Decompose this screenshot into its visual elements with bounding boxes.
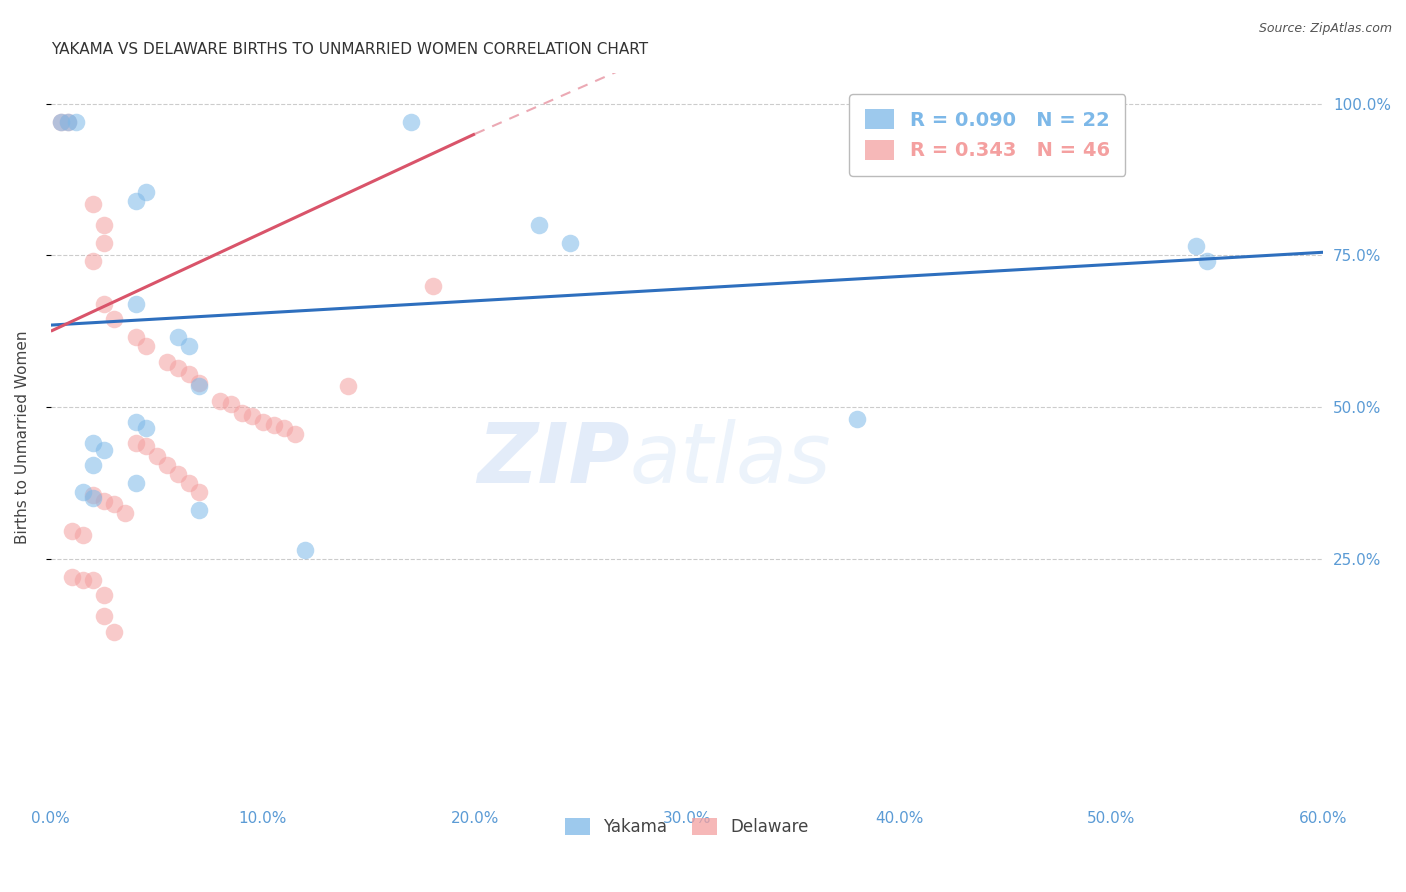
Text: YAKAMA VS DELAWARE BIRTHS TO UNMARRIED WOMEN CORRELATION CHART: YAKAMA VS DELAWARE BIRTHS TO UNMARRIED W… xyxy=(51,42,648,57)
Point xyxy=(56,115,79,129)
Text: ZIP: ZIP xyxy=(477,418,630,500)
Point xyxy=(188,503,211,517)
Point xyxy=(93,588,115,602)
Point xyxy=(177,339,200,353)
Point xyxy=(124,194,146,208)
Point xyxy=(51,115,73,129)
Point xyxy=(93,609,115,624)
Point xyxy=(177,475,200,490)
Text: atlas: atlas xyxy=(630,418,831,500)
Point xyxy=(82,491,104,505)
Point xyxy=(273,421,295,435)
Point xyxy=(1195,254,1218,268)
Point xyxy=(103,312,125,326)
Point xyxy=(124,297,146,311)
Point xyxy=(72,485,94,500)
Point xyxy=(560,236,582,251)
Point xyxy=(124,436,146,450)
Point xyxy=(82,488,104,502)
Point xyxy=(124,330,146,344)
Point xyxy=(156,458,179,472)
Point xyxy=(146,449,169,463)
Point xyxy=(93,297,115,311)
Point xyxy=(527,218,550,232)
Legend: Yakama, Delaware: Yakama, Delaware xyxy=(557,809,817,844)
Point xyxy=(124,475,146,490)
Point xyxy=(135,185,157,199)
Point xyxy=(401,115,423,129)
Point xyxy=(103,497,125,511)
Point xyxy=(1185,239,1208,253)
Point xyxy=(82,196,104,211)
Point xyxy=(188,379,211,393)
Point xyxy=(240,409,263,424)
Point xyxy=(188,376,211,390)
Y-axis label: Births to Unmarried Women: Births to Unmarried Women xyxy=(15,331,30,544)
Point xyxy=(124,415,146,429)
Point xyxy=(845,412,868,426)
Point xyxy=(65,115,87,129)
Point xyxy=(294,542,316,557)
Point xyxy=(219,397,242,411)
Text: Source: ZipAtlas.com: Source: ZipAtlas.com xyxy=(1258,22,1392,36)
Point xyxy=(252,415,274,429)
Point xyxy=(263,418,285,433)
Point xyxy=(56,115,79,129)
Point xyxy=(231,406,253,420)
Point xyxy=(336,379,359,393)
Point xyxy=(114,506,136,520)
Point xyxy=(82,573,104,587)
Point xyxy=(60,570,83,584)
Point xyxy=(82,436,104,450)
Point xyxy=(167,467,190,481)
Point xyxy=(93,494,115,508)
Point xyxy=(135,440,157,454)
Point xyxy=(209,394,232,409)
Point xyxy=(422,278,444,293)
Point xyxy=(103,624,125,639)
Point xyxy=(72,527,94,541)
Point xyxy=(93,218,115,232)
Point xyxy=(156,354,179,368)
Point xyxy=(167,360,190,375)
Point xyxy=(188,485,211,500)
Point xyxy=(167,330,190,344)
Point xyxy=(177,367,200,381)
Point xyxy=(60,524,83,539)
Point xyxy=(93,236,115,251)
Point xyxy=(135,339,157,353)
Point xyxy=(51,115,73,129)
Point xyxy=(82,458,104,472)
Point xyxy=(284,427,307,442)
Point xyxy=(72,573,94,587)
Point xyxy=(82,254,104,268)
Point xyxy=(135,421,157,435)
Point xyxy=(93,442,115,457)
